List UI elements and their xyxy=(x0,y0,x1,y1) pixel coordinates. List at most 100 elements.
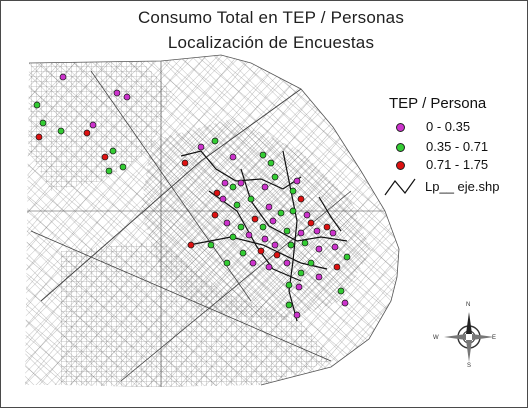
survey-point[interactable] xyxy=(293,311,301,319)
survey-point[interactable] xyxy=(333,263,341,271)
survey-point[interactable] xyxy=(289,187,297,195)
survey-point[interactable] xyxy=(307,259,315,267)
survey-point[interactable] xyxy=(261,235,269,243)
legend-swatch-mid xyxy=(396,143,405,152)
survey-point[interactable] xyxy=(39,119,47,127)
survey-point[interactable] xyxy=(211,137,219,145)
urban-area xyxy=(25,55,399,387)
survey-point[interactable] xyxy=(119,163,127,171)
survey-point[interactable] xyxy=(277,209,285,217)
survey-point[interactable] xyxy=(33,101,41,109)
survey-point[interactable] xyxy=(295,283,303,291)
legend-item-low: 0 - 0.35 xyxy=(383,119,523,137)
north-arrow: N S E W xyxy=(433,301,499,371)
survey-point[interactable] xyxy=(105,167,113,175)
compass-w-label: W xyxy=(433,335,439,341)
map-subtitle: Localización de Encuestas xyxy=(167,33,375,52)
survey-point[interactable] xyxy=(229,233,237,241)
survey-point[interactable] xyxy=(283,227,291,235)
survey-point[interactable] xyxy=(331,243,339,251)
survey-point[interactable] xyxy=(261,183,269,191)
survey-point[interactable] xyxy=(35,133,43,141)
survey-point[interactable] xyxy=(109,147,117,155)
survey-point[interactable] xyxy=(313,227,321,235)
legend-label-lines: Lp__ eje.shp xyxy=(425,179,500,194)
survey-point[interactable] xyxy=(237,223,245,231)
survey-point[interactable] xyxy=(123,93,131,101)
survey-point[interactable] xyxy=(343,253,351,261)
survey-point[interactable] xyxy=(245,231,253,239)
legend-item-lines: Lp__ eje.shp xyxy=(383,177,523,199)
survey-point[interactable] xyxy=(293,177,301,185)
survey-point[interactable] xyxy=(315,245,323,253)
survey-point[interactable] xyxy=(223,219,231,227)
survey-point[interactable] xyxy=(267,159,275,167)
survey-point[interactable] xyxy=(329,229,337,237)
survey-point[interactable] xyxy=(271,241,279,249)
compass-n-label: N xyxy=(466,302,471,308)
survey-point[interactable] xyxy=(323,223,331,231)
survey-point[interactable] xyxy=(207,241,215,249)
survey-point[interactable] xyxy=(221,179,229,187)
legend-label-low: 0 - 0.35 xyxy=(426,119,471,134)
survey-point[interactable] xyxy=(213,189,221,197)
survey-point[interactable] xyxy=(187,241,195,249)
survey-point[interactable] xyxy=(59,73,67,81)
survey-point[interactable] xyxy=(287,241,295,249)
survey-point[interactable] xyxy=(301,239,309,247)
legend-title: TEP / Persona xyxy=(389,95,487,112)
survey-point[interactable] xyxy=(249,259,257,267)
survey-points xyxy=(33,73,351,319)
survey-point[interactable] xyxy=(257,247,265,255)
survey-point[interactable] xyxy=(239,249,247,257)
survey-point[interactable] xyxy=(315,273,323,281)
survey-point[interactable] xyxy=(341,299,349,307)
survey-point[interactable] xyxy=(83,129,91,137)
survey-point[interactable] xyxy=(251,215,259,223)
survey-point[interactable] xyxy=(289,207,297,215)
survey-point[interactable] xyxy=(197,143,205,151)
survey-point[interactable] xyxy=(57,127,65,135)
survey-point[interactable] xyxy=(265,203,273,211)
survey-point[interactable] xyxy=(283,259,291,267)
survey-point[interactable] xyxy=(223,259,231,267)
survey-point[interactable] xyxy=(303,211,311,219)
survey-point[interactable] xyxy=(269,217,277,225)
survey-point[interactable] xyxy=(101,153,109,161)
compass-e-label: E xyxy=(492,335,497,341)
survey-point[interactable] xyxy=(211,211,219,219)
survey-point[interactable] xyxy=(337,287,345,295)
survey-point[interactable] xyxy=(297,229,305,237)
survey-point[interactable] xyxy=(229,183,237,191)
survey-point[interactable] xyxy=(265,263,273,271)
survey-point[interactable] xyxy=(271,173,279,181)
legend-line-swatch xyxy=(384,178,416,196)
survey-point[interactable] xyxy=(247,195,255,203)
survey-point[interactable] xyxy=(297,269,305,277)
survey-point[interactable] xyxy=(233,201,241,209)
legend-swatch-high xyxy=(396,161,405,170)
legend-item-mid: 0.35 - 0.71 xyxy=(383,139,523,157)
survey-point[interactable] xyxy=(219,195,227,203)
survey-point[interactable] xyxy=(297,195,305,203)
compass-s-label: S xyxy=(467,363,472,369)
compass-rose-icon xyxy=(444,312,494,362)
survey-point[interactable] xyxy=(307,219,315,227)
survey-point[interactable] xyxy=(273,251,281,259)
survey-point[interactable] xyxy=(285,301,293,309)
map-title: Consumo Total en TEP / Personas xyxy=(137,8,405,27)
survey-point[interactable] xyxy=(113,89,121,97)
survey-point[interactable] xyxy=(259,151,267,159)
coastline xyxy=(28,54,400,386)
survey-point[interactable] xyxy=(237,179,245,187)
survey-point[interactable] xyxy=(259,223,267,231)
survey-point[interactable] xyxy=(181,159,189,167)
legend-swatch-low xyxy=(396,123,405,132)
survey-point[interactable] xyxy=(229,153,237,161)
survey-point[interactable] xyxy=(89,121,97,129)
survey-point[interactable] xyxy=(285,281,293,289)
legend-label-high: 0.71 - 1.75 xyxy=(426,157,489,172)
legend-label-mid: 0.35 - 0.71 xyxy=(426,139,489,154)
